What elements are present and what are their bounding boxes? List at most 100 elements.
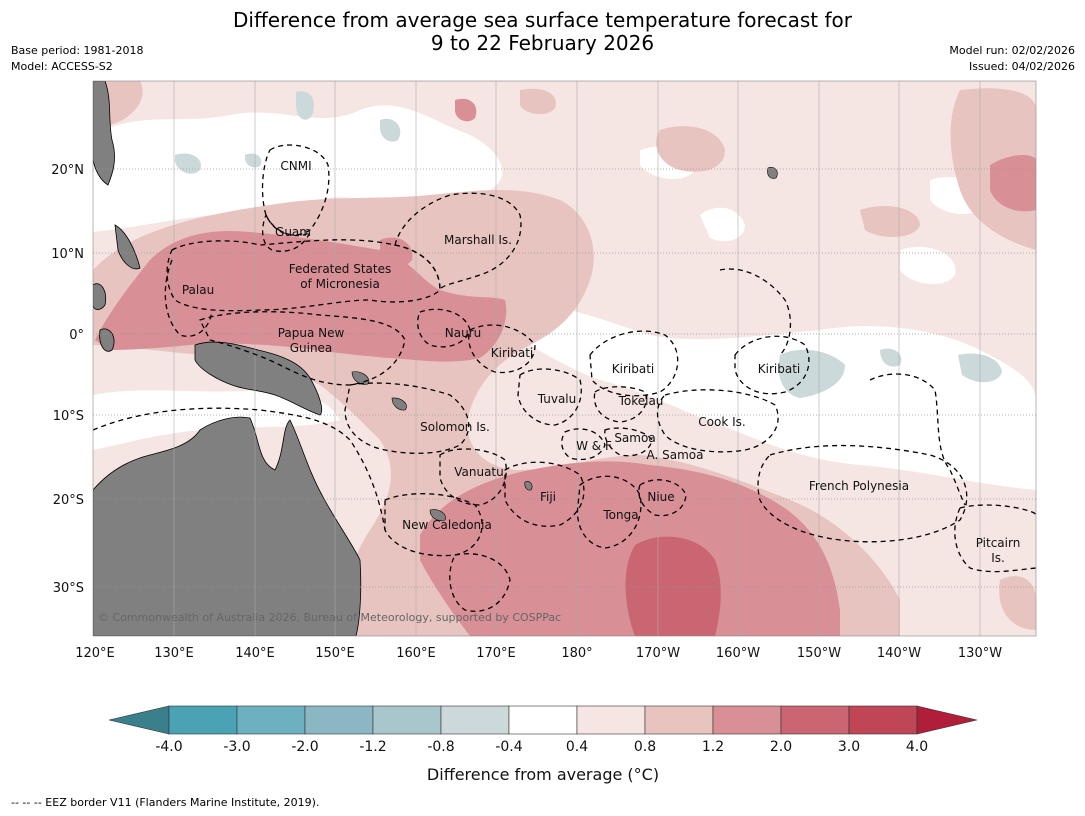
lon-tick-170e: 170°E [476, 646, 516, 661]
hawaii-island [767, 167, 778, 179]
anomaly-fill-strong [420, 461, 840, 636]
anomaly-fill-strong [990, 155, 1036, 212]
lat-tick-10s: 10°S [53, 409, 84, 424]
label-pitcairn-line-1: Pitcairn [976, 536, 1021, 550]
anomaly-fill-strong [380, 237, 413, 267]
map-gridlines [93, 168, 1036, 588]
eez-border-cook-islands [656, 389, 779, 453]
label-kiribati-central: Kiribati [612, 362, 654, 376]
label-kiribati-west: Kiribati [491, 346, 533, 360]
colorbar-tick-5: -0.8 [427, 739, 454, 755]
eez-border-png [199, 311, 406, 386]
eez-border-kiribati-east [734, 335, 810, 395]
colorbar-tick-6: -0.4 [495, 739, 522, 755]
eez-border-french-polynesia [757, 444, 968, 543]
label-guam: Guam [275, 225, 311, 239]
eez-border-palau [164, 259, 213, 337]
label-niue: Niue [647, 490, 674, 504]
eez-border-pitcairn [954, 504, 1036, 573]
eez-borders [93, 144, 1036, 612]
eez-border-cnmi [261, 144, 330, 236]
label-american-samoa: A. Samoa [647, 448, 704, 462]
near-normal-area [700, 207, 745, 242]
map-figure: CNMI Guam Marshall Is. Federated States … [51, 80, 1037, 784]
eez-border-footnote: -- -- -- EEZ border V11 (Flanders Marine… [11, 796, 320, 809]
solomon-islands [391, 397, 407, 411]
colorbar-low-extend [108, 705, 170, 735]
colorbar-tick-12: 4.0 [906, 739, 928, 755]
lon-tick-150w: 150°W [797, 646, 841, 661]
label-samoa: Samoa [614, 431, 655, 445]
lon-tick-180: 180° [561, 646, 592, 661]
label-png-line-2: Guinea [290, 341, 333, 355]
eez-border-guam [261, 213, 312, 252]
eez-border-new-caledonia [384, 493, 483, 557]
cool-anomaly-patch [880, 348, 902, 367]
colorbar-tick-3: -2.0 [291, 739, 318, 755]
map-title-line-1: Difference from average sea surface temp… [232, 8, 852, 32]
anomaly-fill-strong [455, 98, 477, 122]
colorbar-title: Difference from average (°C) [427, 765, 659, 784]
label-tuvalu: Tuvalu [537, 392, 577, 406]
eez-border-fiji [504, 461, 585, 527]
lon-tick-170w: 170°W [636, 646, 680, 661]
colorbar-tick-11: 3.0 [838, 739, 860, 755]
colorbar-tick-7: 0.4 [566, 739, 588, 755]
colorbar-tick-2: -3.0 [223, 739, 250, 755]
colorbar-box-3 [304, 705, 374, 735]
eez-border-nauru [417, 308, 471, 348]
map-frame [92, 80, 1037, 637]
label-solomon-islands: Solomon Is. [420, 420, 490, 434]
colorbar-tick-8: 0.8 [634, 739, 656, 755]
copyright-notice: © Commonwealth of Australia 2026, Bureau… [98, 611, 561, 624]
label-french-polynesia: French Polynesia [809, 479, 909, 493]
sst-anomaly-map [93, 81, 1036, 636]
eez-border-kiribati-central [589, 330, 679, 397]
eez-border-line-islands [869, 373, 966, 506]
lat-tick-0: 0° [69, 328, 84, 343]
cool-anomaly-patch [175, 153, 201, 174]
philippines-landmass [93, 81, 115, 186]
colorbar-box-10 [780, 705, 850, 735]
cool-anomaly-patch [380, 118, 401, 142]
colorbar-box-2 [236, 705, 306, 735]
label-fsm-line-2: of Micronesia [300, 277, 380, 291]
label-cook-islands: Cook Is. [698, 415, 745, 429]
label-vanuatu: Vanuatu [454, 465, 504, 479]
colorbar-tick-10: 2.0 [770, 739, 792, 755]
lat-tick-20n: 20°N [51, 163, 84, 178]
issued-date: Issued: 04/02/2026 [968, 60, 1075, 73]
near-normal-area [93, 389, 340, 450]
eez-border-tonga [576, 475, 642, 549]
model-run-date: Model run: 02/02/2026 [949, 44, 1075, 57]
anomaly-fill-medium [520, 88, 556, 115]
label-kiribati-east: Kiribati [758, 362, 800, 376]
label-pitcairn-line-2: Is. [991, 551, 1005, 565]
longitude-ticks: 120°E 130°E 140°E 150°E 160°E 170°E 180°… [75, 646, 1002, 661]
colorbar-tick-9: 1.2 [702, 739, 724, 755]
colorbar-box-4 [372, 705, 442, 735]
lon-tick-160w: 160°W [716, 646, 760, 661]
anomaly-fill-medium [656, 126, 725, 172]
eez-border-australia [93, 407, 386, 531]
lon-tick-130e: 130°E [154, 646, 194, 661]
lat-tick-20s: 20°S [53, 493, 84, 508]
label-fiji: Fiji [540, 490, 556, 504]
new-caledonia-island [429, 509, 446, 521]
eez-border-marshall [394, 192, 522, 291]
borneo-landmass [93, 283, 107, 310]
label-wallis-futuna: W & F [576, 439, 612, 453]
near-normal-area [900, 246, 956, 285]
lon-tick-130w: 130°W [958, 646, 1002, 661]
lat-tick-30s: 30°S [53, 581, 84, 596]
label-png-line-1: Papua New [278, 326, 345, 340]
lon-tick-140w: 140°W [877, 646, 921, 661]
eez-border-vanuatu [439, 448, 507, 506]
model-name: Model: ACCESS-S2 [11, 60, 113, 73]
colorbar-box-8 [644, 705, 714, 735]
lat-tick-10n: 10°N [51, 247, 84, 262]
base-period: Base period: 1981-2018 [11, 44, 144, 57]
fiji-islands [524, 481, 533, 491]
sulawesi-landmass [99, 328, 115, 352]
anomaly-fill-medium [860, 205, 920, 237]
